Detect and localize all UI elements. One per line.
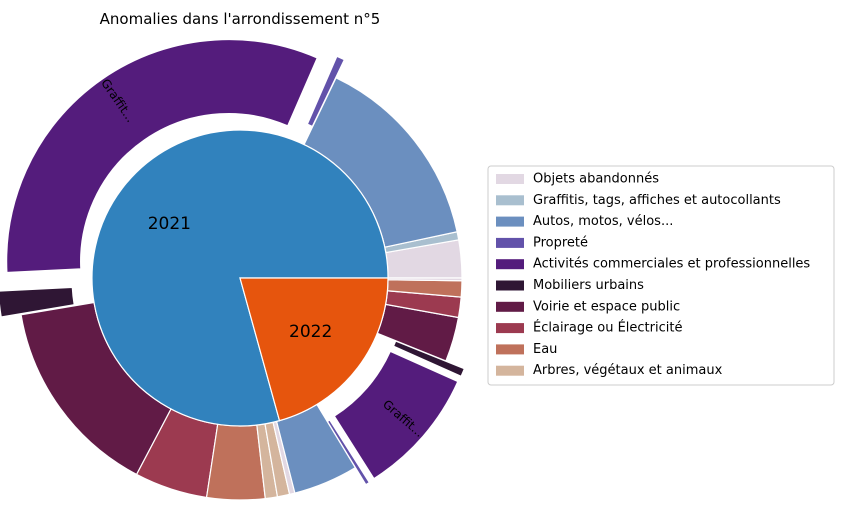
legend-item-label: Eau	[533, 342, 557, 357]
legend-swatch	[496, 344, 524, 355]
legend-swatch	[496, 174, 524, 184]
legend-swatch	[496, 323, 524, 334]
legend: Objets abandonnés Graffitis, tags, affich…	[487, 165, 835, 386]
legend-item-label: Propreté	[533, 235, 588, 250]
inner-wedge-label: 2021	[148, 214, 191, 234]
legend-item-label: Activités commerciales et professionnell…	[533, 257, 810, 272]
legend-item-label: Mobiliers urbains	[533, 278, 644, 293]
outer-wedge	[6, 39, 319, 274]
legend-frame	[487, 165, 835, 386]
legend-item-label: Voirie et espace public	[533, 299, 680, 314]
outer-wedge	[0, 286, 75, 318]
legend-swatch	[496, 237, 524, 248]
outer-ring: Graffit...Graffit...	[0, 39, 466, 501]
legend-item-label: Autos, motos, vélos...	[533, 214, 673, 229]
legend-item-label: Objets abandonnés	[533, 172, 659, 187]
chart-title: Anomalies dans l'arrondissement n°5	[100, 10, 381, 28]
outer-wedge	[326, 419, 371, 486]
inner-pie: 2021 2022	[91, 129, 389, 427]
legend-swatch	[496, 259, 524, 270]
legend-item-label: Arbres, végétaux et animaux	[533, 363, 723, 378]
legend-item-label: Éclairage ou Électricité	[533, 320, 682, 336]
legend-item-label: Graffitis, tags, affiches et autocollant…	[533, 193, 781, 208]
legend-swatch	[496, 365, 524, 376]
inner-wedge-label: 2022	[289, 322, 332, 342]
legend-swatch	[496, 216, 524, 227]
outer-wedge	[306, 55, 346, 128]
outer-wedge	[333, 350, 459, 480]
outer-wedge	[387, 277, 463, 282]
inner-wedge	[239, 277, 389, 422]
legend-swatch	[496, 280, 524, 291]
legend-swatch	[496, 195, 524, 206]
legend-swatch	[496, 301, 524, 312]
